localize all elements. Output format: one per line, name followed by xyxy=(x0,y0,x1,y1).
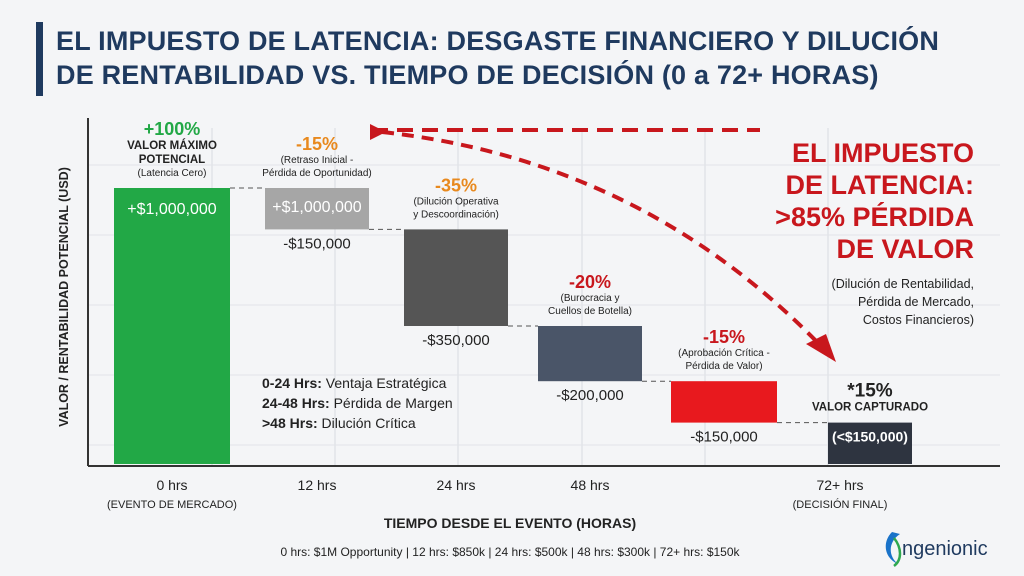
title-line-1: EL IMPUESTO DE LATENCIA: DESGASTE FINANC… xyxy=(56,26,940,56)
bar-value-label-1: -$150,000 xyxy=(283,235,351,252)
bar-header-2-2: y Descoordinación) xyxy=(413,209,499,220)
bar-header-3-1: (Burocracia y xyxy=(561,293,620,304)
title-accent-bar xyxy=(36,22,43,96)
logo-swoosh-icon xyxy=(885,532,900,564)
annotation-arrow-start-icon xyxy=(370,124,386,140)
bar-header-0-0: +100% xyxy=(144,119,201,139)
annotation-title-0: EL IMPUESTO xyxy=(792,138,974,168)
bar-header-1-1: (Retraso Inicial - xyxy=(281,155,354,166)
bar-header-4-0: -15% xyxy=(703,327,745,347)
bar-header-0-2: POTENCIAL xyxy=(139,154,205,166)
bar-1 xyxy=(265,188,369,230)
bar-header-0-3: (Latencia Cero) xyxy=(138,168,207,179)
bar-header-4-1: (Aprobación Crítica - xyxy=(678,348,770,359)
bar-value-label-3: -$200,000 xyxy=(556,387,624,404)
bar-header-5-0: *15% xyxy=(847,381,893,402)
annotation-sub-1: Pérdida de Mercado, xyxy=(858,295,974,309)
bar-inner-label-1: +$1,000,000 xyxy=(272,199,362,216)
annotation-arrowhead-icon xyxy=(806,334,836,362)
x-tick-label-3: 48 hrs xyxy=(571,477,610,493)
legend-bold-1: 24-48 Hrs: xyxy=(262,395,330,411)
annotation-dashed-arrow xyxy=(381,130,822,347)
bar-header-1-0: -15% xyxy=(296,134,338,154)
bar-header-2-0: -35% xyxy=(435,175,477,195)
bar-3 xyxy=(538,326,642,382)
title-line-2: DE RENTABILIDAD VS. TIEMPO DE DECISIÓN (… xyxy=(56,60,879,90)
x-tick-label-1: 12 hrs xyxy=(298,477,337,493)
x-tick-sublabel-4: (DECISIÓN FINAL) xyxy=(793,498,888,511)
bar-inner-label-0: +$1,000,000 xyxy=(127,201,217,218)
logo-swoosh-icon-2 xyxy=(892,537,902,567)
annotation-title-1: DE LATENCIA: xyxy=(786,170,975,200)
bar-4 xyxy=(671,381,777,423)
legend-text-2: Dilución Crítica xyxy=(318,415,416,431)
legend-text-0: Ventaja Estratégica xyxy=(322,375,447,391)
x-tick-label-0: 0 hrs xyxy=(156,477,187,493)
annotation-title-3: DE VALOR xyxy=(836,234,974,264)
bar-header-4-2: Pérdida de Valor) xyxy=(685,361,762,372)
annotation-sub-2: Costos Financieros) xyxy=(863,313,974,327)
bar-5 xyxy=(828,422,912,464)
annotation-title-2: >85% PÉRDIDA xyxy=(775,201,974,232)
legend-line-1: 24-48 Hrs: Pérdida de Margen xyxy=(262,395,453,411)
bar-header-2-1: (Dilución Operativa xyxy=(413,196,498,207)
chart-title: EL IMPUESTO DE LATENCIA: DESGASTE FINANC… xyxy=(56,24,996,92)
logo-text: ngenionic xyxy=(902,538,988,560)
bar-header-3-2: Cuellos de Botella) xyxy=(548,306,632,317)
ngenionic-logo: ngenionic xyxy=(885,532,988,567)
x-tick-sublabel-0: (EVENTO DE MERCADO) xyxy=(107,499,237,511)
annotation-sub-0: (Dilución de Rentabilidad, xyxy=(832,277,974,291)
bar-value-label-2: -$350,000 xyxy=(422,332,490,349)
legend-line-2: >48 Hrs: Dilución Crítica xyxy=(262,415,416,431)
x-tick-label-2: 24 hrs xyxy=(437,477,476,493)
legend-bold-2: >48 Hrs: xyxy=(262,415,318,431)
bar-header-3-0: -20% xyxy=(569,272,611,292)
bar-header-0-1: VALOR MÁXIMO xyxy=(127,139,217,152)
legend-bold-0: 0-24 Hrs: xyxy=(262,375,322,391)
x-tick-label-4: 72+ hrs xyxy=(816,477,863,493)
bar-header-1-2: Pérdida de Oportunidad) xyxy=(262,168,372,179)
bar-header-5-1: VALOR CAPTURADO xyxy=(812,402,928,414)
legend-line-0: 0-24 Hrs: Ventaja Estratégica xyxy=(262,375,447,391)
bar-0 xyxy=(114,188,230,464)
chart-footer: 0 hrs: $1M Opportunity | 12 hrs: $850k |… xyxy=(280,545,740,559)
legend-text-1: Pérdida de Margen xyxy=(330,395,453,411)
bar-value-label-4: -$150,000 xyxy=(690,429,758,446)
y-axis-label: VALOR / RENTABILIDAD POTENCIAL (USD) xyxy=(57,167,71,427)
bar-2 xyxy=(404,229,508,326)
x-axis-label: TIEMPO DESDE EL EVENTO (HORAS) xyxy=(384,515,636,531)
bar-inner-label-5: (<$150,000) xyxy=(832,429,908,445)
